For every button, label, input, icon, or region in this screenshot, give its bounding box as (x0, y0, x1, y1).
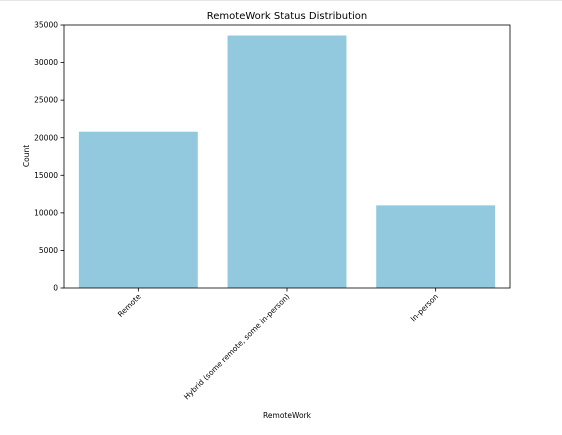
y-tick-label: 15000 (34, 171, 58, 180)
x-tick-label: Hybrid (some remote, some in-person) (182, 292, 291, 401)
x-axis-ticks: Remote Hybrid (some remote, some in-perso… (116, 288, 440, 401)
plot-frame (63, 24, 511, 289)
bars-group (78, 35, 496, 288)
x-tick-label: In-person (409, 292, 441, 324)
y-tick-label: 0 (53, 284, 58, 293)
y-tick-label: 35000 (34, 21, 58, 30)
y-tick-label: 5000 (39, 246, 58, 255)
bar-2 (227, 35, 347, 288)
y-axis-label: Count (22, 145, 31, 167)
y-tick-label: 10000 (34, 208, 58, 217)
y-tick-label: 30000 (34, 58, 58, 67)
y-tick-label: 25000 (34, 96, 58, 105)
x-axis-label: RemoteWork (263, 411, 312, 420)
notebook-cell-border (0, 0, 562, 1)
x-tick-label: Remote (116, 292, 143, 319)
y-tick-label: 20000 (34, 133, 58, 142)
bar-1 (78, 131, 198, 288)
chart-title: RemoteWork Status Distribution (207, 11, 367, 22)
y-axis-ticks: 0 5000 10000 15000 20000 25000 30000 35000 (34, 21, 64, 293)
bar-3 (376, 205, 496, 288)
